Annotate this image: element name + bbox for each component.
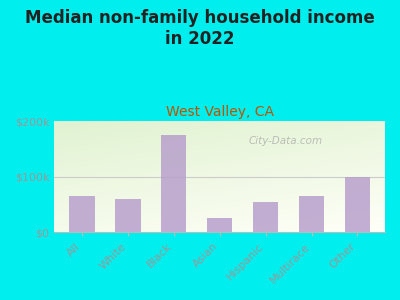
Text: City-Data.com: City-Data.com: [249, 136, 323, 146]
Bar: [115, 199, 140, 232]
Bar: [70, 196, 95, 232]
Title: West Valley, CA: West Valley, CA: [166, 105, 274, 119]
Bar: [299, 196, 324, 232]
Bar: [345, 177, 370, 232]
Bar: [161, 135, 186, 232]
Bar: [207, 218, 232, 232]
Bar: [253, 202, 278, 232]
Text: Median non-family household income
in 2022: Median non-family household income in 20…: [25, 9, 375, 48]
